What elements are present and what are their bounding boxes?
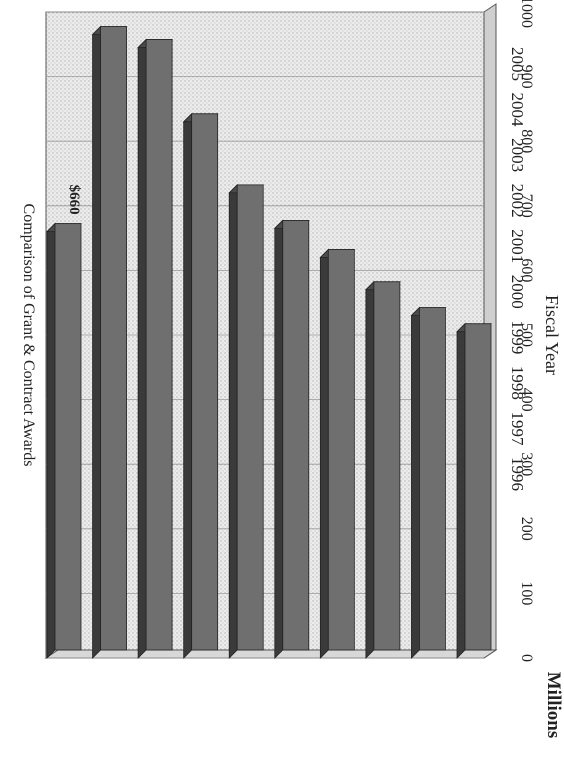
y-tick-label: 600: [518, 258, 535, 282]
y-tick-label: 100: [518, 581, 535, 605]
bar-front: [464, 323, 492, 651]
bar-side: [92, 25, 101, 659]
y-tick-label: 300: [518, 452, 535, 476]
bar-side: [228, 183, 238, 659]
chart-title: Comparison of Grant & Contract Awards: [20, 204, 37, 467]
bar-front: [327, 249, 355, 651]
y-tick-label: 800: [518, 129, 535, 153]
y-tick-label: 200: [518, 517, 535, 541]
y-tick-label: 1000: [518, 0, 535, 28]
x-tick-label: 1998: [508, 366, 527, 400]
bar-front: [145, 39, 173, 651]
bar-side: [137, 38, 147, 659]
bar-2004: [91, 25, 128, 659]
y-axis-label: Millions: [543, 672, 564, 739]
bar-side: [456, 322, 466, 659]
bar-side: [411, 306, 420, 659]
bar-front: [54, 223, 82, 651]
bar-front: [282, 220, 310, 651]
bar-front: [419, 307, 446, 651]
y-tick-label: 700: [518, 194, 535, 218]
bar-2002: [182, 112, 219, 659]
bar-2003: [137, 38, 174, 659]
bar-1996: [456, 322, 492, 659]
y-tick-label: 400: [518, 388, 535, 412]
bar-1998: [364, 280, 401, 659]
bar-side: [365, 280, 375, 659]
data-label: $660: [66, 185, 82, 215]
bar-2001: [228, 183, 265, 659]
x-tick-label: 2003: [508, 138, 527, 172]
x-tick-label: 2005: [508, 47, 527, 81]
x-tick-label: 2000: [508, 275, 527, 309]
bar-side: [274, 219, 284, 659]
bar-side: [46, 222, 56, 659]
y-tick-label: 900: [518, 65, 535, 89]
bar-front: [236, 184, 264, 651]
bar-1997: [410, 306, 447, 659]
bar-2000: [273, 219, 310, 659]
x-tick-label: 2002: [508, 184, 527, 218]
bar-side: [319, 248, 329, 659]
bar-1999: [319, 248, 356, 659]
y-tick-label: 0: [518, 654, 535, 662]
plot-left-wall: [44, 649, 498, 659]
x-tick-label: 1999: [508, 320, 527, 354]
bar-2005: [46, 222, 82, 659]
x-tick-label: 2004: [508, 93, 527, 128]
x-tick-label: 2001: [508, 229, 527, 263]
bar-front: [191, 113, 219, 651]
y-axis-ticks: 0 100 200 300 400 500 600 700 800 900 1000: [518, 0, 535, 662]
x-axis-label: Fiscal Year: [542, 295, 562, 375]
bar-front: [373, 281, 401, 651]
bar-front: [100, 26, 127, 651]
x-tick-label: 1996: [508, 457, 527, 491]
x-axis-ticks: 1996 1997 1998 1999 2000 2001 2002 2003 2004 2005: [508, 47, 527, 491]
bars: $660: [46, 25, 492, 659]
bar-side: [183, 112, 193, 659]
x-tick-label: 1997: [508, 411, 527, 446]
y-tick-label: 500: [518, 323, 535, 347]
